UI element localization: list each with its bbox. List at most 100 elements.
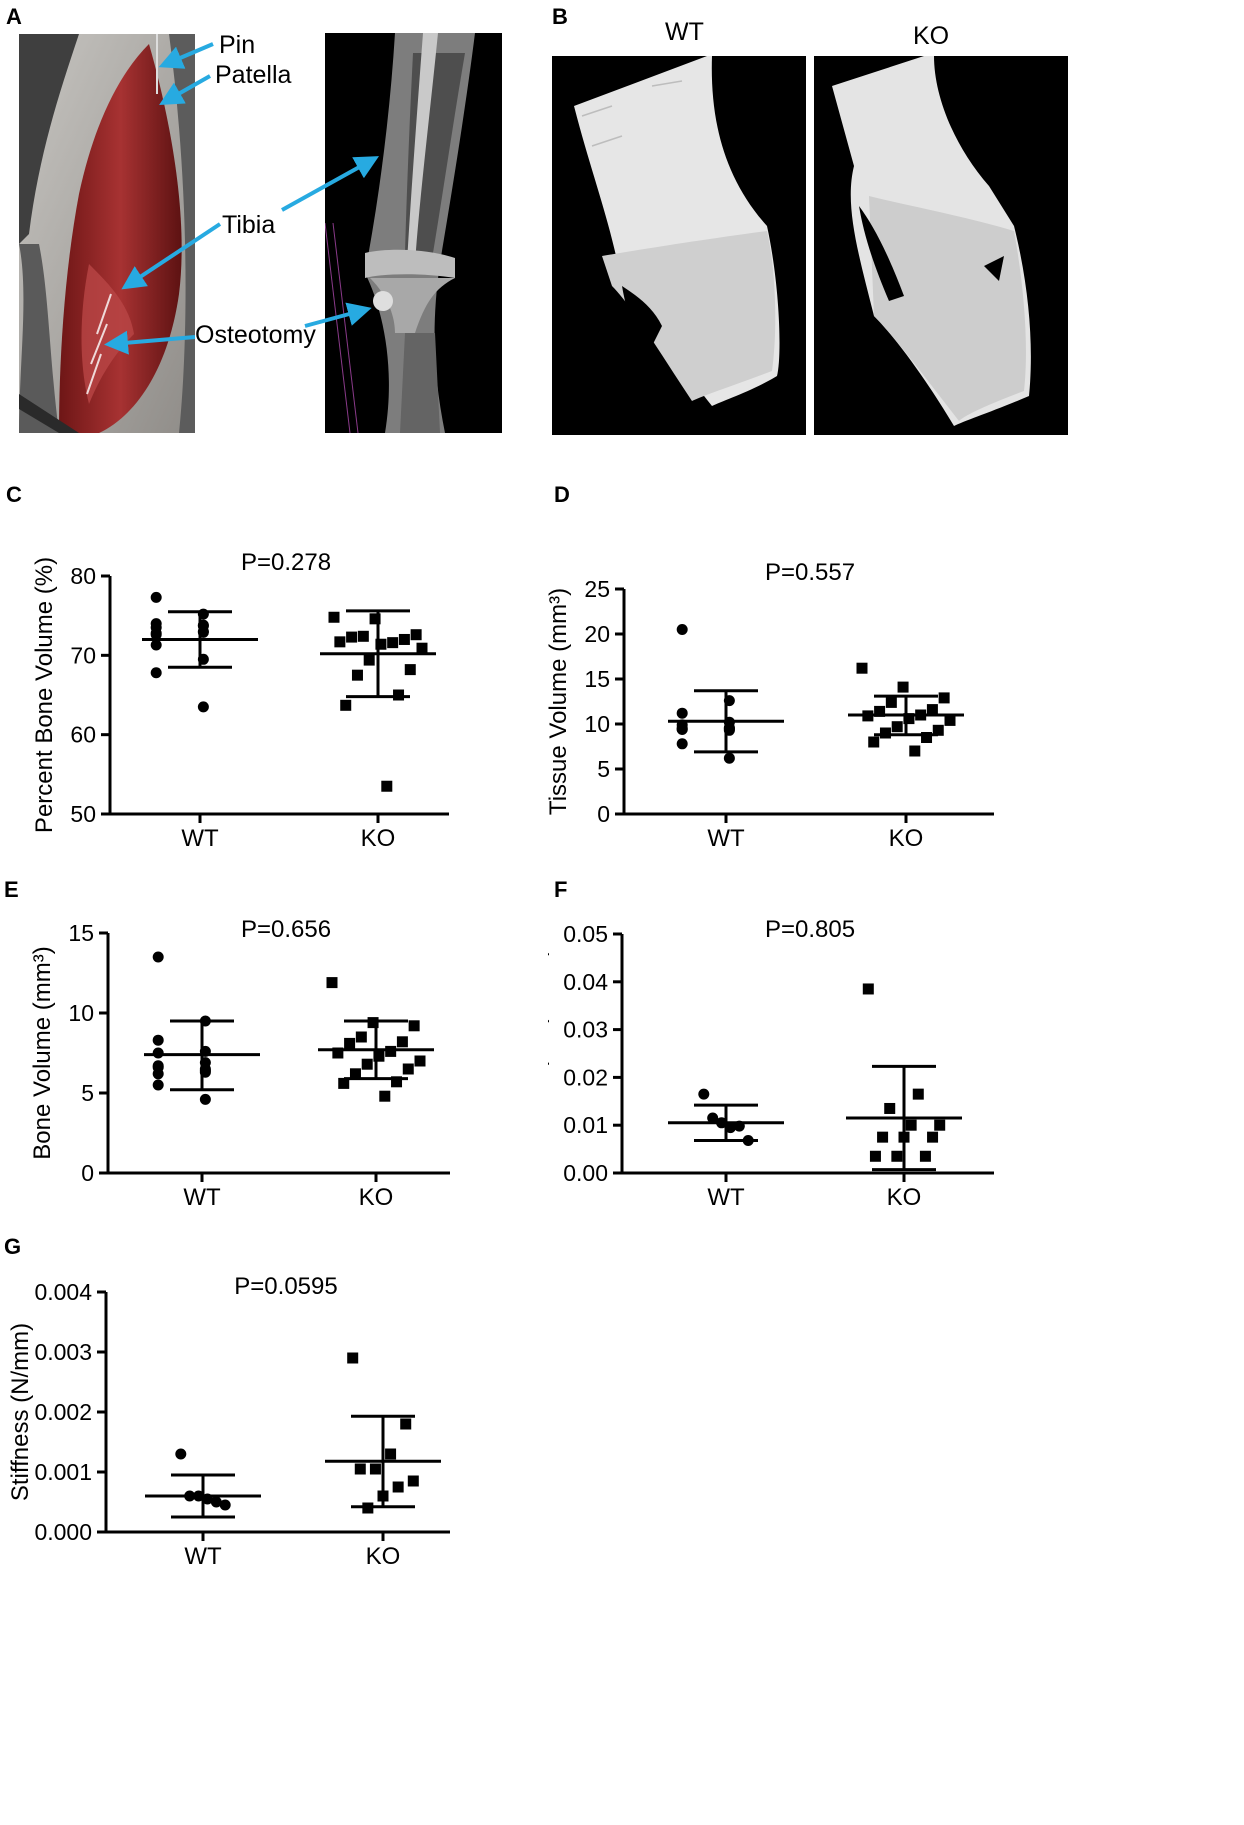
- data-point: [897, 681, 909, 693]
- data-point: [385, 1045, 397, 1057]
- data-point: [733, 1120, 745, 1132]
- data-point: [338, 1077, 350, 1089]
- y-tick-label: 25: [584, 576, 610, 602]
- data-point: [874, 705, 886, 717]
- p-value-annotation: P=0.805: [765, 916, 855, 943]
- x-tick-label-ko: KO: [887, 1184, 922, 1211]
- y-tick-label: 5: [597, 756, 610, 782]
- p-value-annotation: P=0.278: [241, 549, 331, 576]
- panel-letter: G: [4, 1234, 21, 1259]
- data-point: [707, 1112, 719, 1124]
- data-point: [377, 1490, 389, 1502]
- data-point: [742, 1134, 754, 1146]
- panel-a-arrows: [104, 42, 379, 355]
- data-point: [197, 653, 209, 665]
- data-point: [919, 1150, 931, 1162]
- surgery-photo: [19, 34, 195, 433]
- label-osteotomy: Osteotomy: [195, 321, 316, 349]
- data-point: [351, 669, 363, 681]
- data-point: [723, 724, 735, 736]
- data-point: [905, 1119, 917, 1131]
- data-point: [373, 1050, 385, 1062]
- data-point: [199, 1045, 211, 1057]
- p-value-annotation: P=0.0595: [234, 1273, 337, 1300]
- y-tick-label: 0.03: [563, 1017, 608, 1043]
- panel-letter: F: [554, 877, 567, 902]
- ct-render-ko: [814, 56, 1068, 435]
- data-point: [915, 709, 927, 721]
- arrow-pin: [158, 42, 214, 69]
- label-patella: Patella: [215, 61, 292, 89]
- series-wt: [668, 624, 784, 764]
- x-tick-label-ko: KO: [366, 1543, 401, 1570]
- label-wt-ct: WT: [665, 18, 704, 46]
- data-point: [334, 636, 346, 648]
- data-point: [344, 1037, 356, 1049]
- chart-d: D 0 5 10 15 20 25 WT KO Tissue Volume (mm³) P=0.55…: [548, 478, 1108, 858]
- data-point: [369, 1463, 381, 1475]
- chart-d-svg: D 0 5 10 15 20 25 WT KO Tissue Volume (mm³) P=0.55…: [548, 482, 994, 852]
- data-point: [152, 1079, 164, 1091]
- data-point: [328, 611, 340, 623]
- data-point: [868, 736, 880, 748]
- data-point: [932, 724, 944, 736]
- series-wt: [142, 591, 258, 713]
- chart-e: E 0 5 10 15 WT KO Bone Volume (mm³) P=0.656: [0, 875, 560, 1220]
- x-tick-label-wt: WT: [184, 1543, 222, 1570]
- data-point: [349, 1068, 361, 1080]
- data-point: [398, 633, 410, 645]
- series-ko: [320, 609, 436, 792]
- data-point: [934, 1119, 946, 1131]
- data-point: [676, 723, 688, 735]
- x-tick-label-wt: WT: [707, 825, 745, 852]
- chart-e-svg: E 0 5 10 15 WT KO Bone Volume (mm³) P=0.656: [4, 877, 450, 1211]
- data-point: [891, 1150, 903, 1162]
- data-point: [402, 1063, 414, 1075]
- microct-drawing: [325, 33, 502, 433]
- y-tick-label: 50: [70, 801, 96, 827]
- data-point: [199, 1093, 211, 1105]
- data-point: [391, 1076, 403, 1088]
- p-value-annotation: P=0.656: [241, 916, 331, 943]
- data-point: [152, 1047, 164, 1059]
- data-point: [862, 710, 874, 722]
- y-axis-label: Stiffness (N/mm): [7, 1323, 34, 1501]
- x-tick-label-ko: KO: [361, 825, 396, 852]
- y-tick-label: 0.003: [34, 1339, 92, 1365]
- series-wt: [144, 951, 260, 1105]
- data-point: [903, 713, 915, 725]
- y-tick-label: 0.01: [563, 1112, 608, 1138]
- data-point: [152, 1068, 164, 1080]
- data-point: [197, 626, 209, 638]
- label-pin: Pin: [219, 31, 256, 59]
- data-point: [379, 1090, 391, 1102]
- data-point: [326, 977, 338, 989]
- data-point: [346, 631, 358, 643]
- series-ko: [318, 977, 434, 1102]
- data-point: [184, 1490, 196, 1502]
- data-point: [150, 639, 162, 651]
- panel-letter-b: B: [552, 4, 568, 29]
- chart-f-svg: F 0.00 0.01 0.02 0.03 0.04 0.05 WT KO Max Torque …: [548, 877, 994, 1211]
- data-point: [392, 1481, 404, 1493]
- data-point: [340, 699, 352, 711]
- label-tibia: Tibia: [222, 211, 276, 239]
- y-axis-label: Tissue Volume (mm³): [548, 588, 572, 815]
- data-point: [898, 1131, 910, 1143]
- y-axis-label: Bone Volume (mm³): [29, 946, 56, 1159]
- data-point: [385, 1448, 397, 1460]
- series-ko: [848, 662, 964, 757]
- data-point: [354, 1463, 366, 1475]
- data-point: [891, 721, 903, 733]
- y-tick-label: 10: [584, 711, 610, 737]
- data-point: [219, 1499, 231, 1511]
- data-point: [199, 1066, 211, 1078]
- data-point: [884, 1102, 896, 1114]
- y-tick-label: 0: [597, 801, 610, 827]
- y-tick-label: 0.004: [34, 1279, 92, 1305]
- data-point: [723, 752, 735, 764]
- y-tick-label: 0.002: [34, 1399, 92, 1425]
- data-point: [357, 630, 369, 642]
- arrow-tibia-right: [281, 156, 379, 212]
- x-tick-label-wt: WT: [181, 825, 219, 852]
